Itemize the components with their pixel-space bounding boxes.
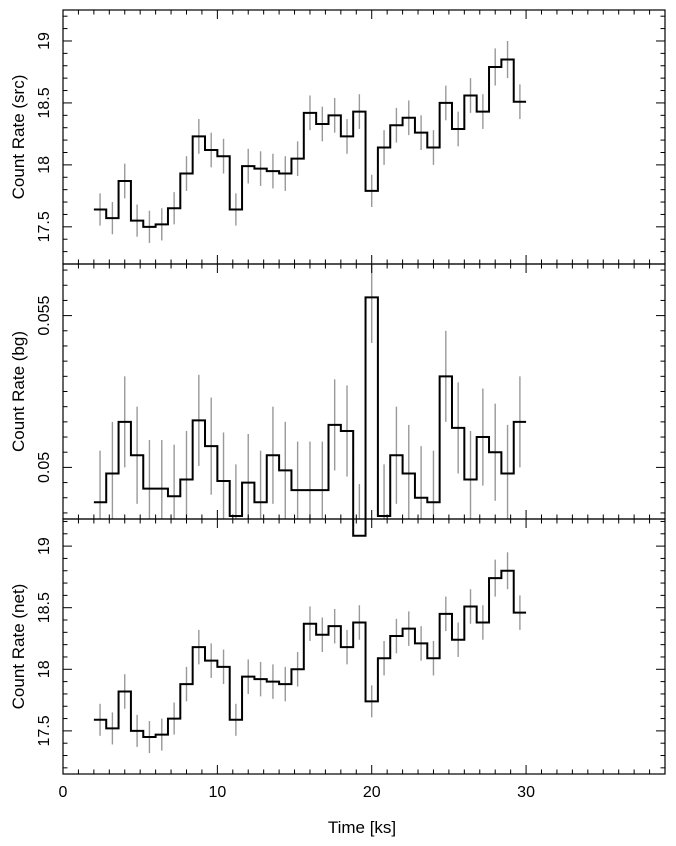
y-tick-label-src: 19 <box>36 32 53 50</box>
x-tick-label: 30 <box>517 784 535 801</box>
x-tick-labels: 0 10 20 30 <box>59 784 536 801</box>
panels-layer: 17.5 18 18.5 19 Count Rate (src) 0.05 0.055 Cou… <box>9 9 666 801</box>
frame-bg <box>62 263 666 520</box>
y-tick-label-net: 19 <box>36 537 53 555</box>
x-tick-label: 20 <box>363 784 381 801</box>
y-axis-title-net: Count Rate (net) <box>9 584 28 710</box>
step-line-bg <box>93 296 527 537</box>
error-bars-bg <box>99 264 521 519</box>
x-ticks-bg <box>77 264 651 519</box>
x-ticks-net <box>77 519 651 774</box>
y-tick-label-src: 17.5 <box>36 211 53 242</box>
step-line-src <box>93 58 527 228</box>
x-axis-title: Time [ks] <box>328 818 396 837</box>
step-line-net <box>93 569 527 739</box>
y-tick-label-src: 18 <box>36 156 53 174</box>
y-tick-label-net: 18.5 <box>36 592 53 623</box>
error-bars-net <box>99 552 521 754</box>
panel-src: 17.5 18 18.5 19 Count Rate (src) <box>9 9 666 265</box>
y-tick-label-net: 17.5 <box>36 715 53 746</box>
frame-net <box>62 518 666 775</box>
y-ticks-bg <box>63 269 665 514</box>
y-axis-title-src: Count Rate (src) <box>9 75 28 200</box>
y-ticks-net <box>63 520 665 769</box>
x-ticks-src <box>77 10 651 264</box>
y-tick-label-src: 18.5 <box>36 87 53 118</box>
y-tick-label-bg: 0.05 <box>36 452 53 483</box>
panel-net: 17.5 18 18.5 19 Count Rate (net) <box>9 518 666 775</box>
y-tick-label-net: 18 <box>36 660 53 678</box>
y-axis-title-bg: Count Rate (bg) <box>9 331 28 452</box>
panel-bg: 0.05 0.055 Count Rate (bg) <box>9 263 666 537</box>
x-tick-label: 0 <box>59 784 68 801</box>
error-bars-src <box>99 40 521 243</box>
y-tick-label-bg: 0.055 <box>36 295 53 335</box>
x-tick-label: 10 <box>208 784 226 801</box>
